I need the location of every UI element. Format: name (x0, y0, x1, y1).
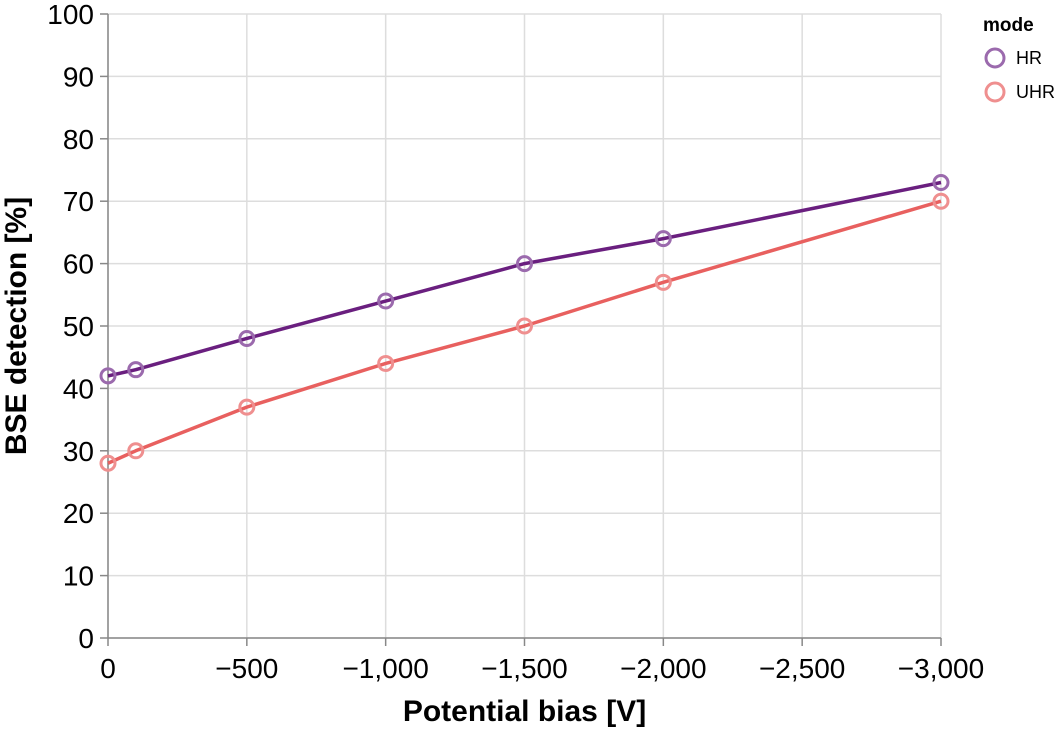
legend-label-hr: HR (1016, 48, 1042, 68)
y-tick-label: 100 (47, 0, 94, 30)
y-tick-label: 60 (63, 249, 94, 280)
x-tick-label: −3,000 (898, 653, 984, 684)
legend-symbol-hr (986, 49, 1004, 67)
x-tick-label: −500 (215, 653, 278, 684)
legend-title: mode (983, 15, 1034, 36)
x-tick-label: −2,000 (620, 653, 706, 684)
y-tick-label: 0 (78, 623, 94, 654)
y-tick-label: 90 (63, 61, 94, 92)
y-axis-title: BSE detection [%] (0, 197, 33, 455)
y-tick-label: 70 (63, 186, 94, 217)
x-tick-label: 0 (100, 653, 116, 684)
legend: mode HR UHR (983, 15, 1055, 102)
axes: 0 10 20 30 40 50 60 70 80 90 100 0 −500 −1,000 −1,500 −… (47, 0, 984, 684)
y-tick-label: 20 (63, 498, 94, 529)
y-tick-label: 40 (63, 373, 94, 404)
x-tick-label: −1,000 (342, 653, 428, 684)
y-tick-label: 80 (63, 124, 94, 155)
x-axis-title: Potential bias [V] (403, 695, 646, 728)
legend-symbol-uhr (986, 83, 1004, 101)
x-tick-label: −2,500 (759, 653, 845, 684)
y-tick-label: 50 (63, 311, 94, 342)
legend-label-uhr: UHR (1016, 82, 1055, 102)
y-tick-label: 10 (63, 561, 94, 592)
x-tick-label: −1,500 (481, 653, 567, 684)
y-tick-label: 30 (63, 436, 94, 467)
